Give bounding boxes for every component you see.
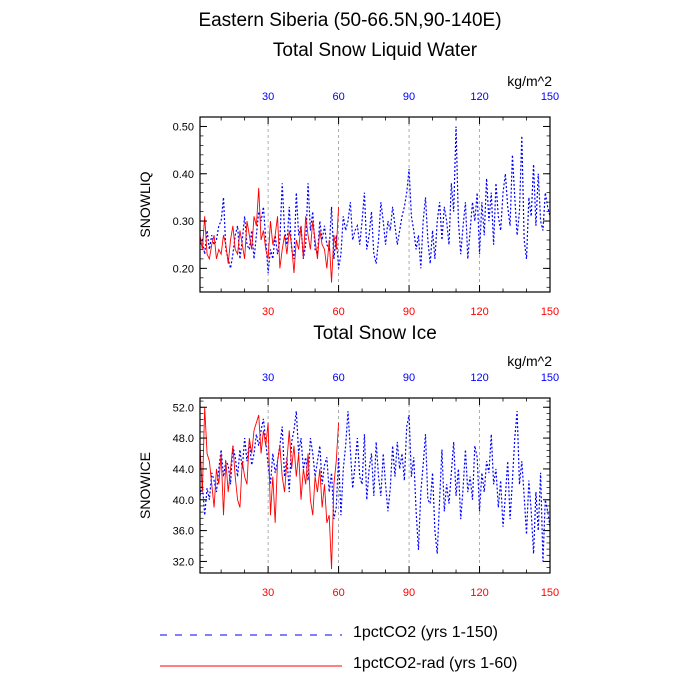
legend-label-series2: 1pctCO2-rad (yrs 1-60) (353, 655, 518, 672)
top-panel-title: Total Snow Liquid Water (272, 40, 478, 61)
figure-title: Eastern Siberia (50-66.5N,90-140E) (198, 10, 502, 31)
bottom-plot-frame (199, 397, 551, 574)
bottom-xtick-label-bottom-90: 90 (403, 587, 415, 599)
top-ytick-label-0: 0.20 (173, 263, 194, 275)
bottom-ytick-label-1: 36.0 (173, 526, 194, 538)
bottom-xtick-label-top-120: 120 (470, 372, 488, 384)
bottom-ytick-label-2: 40.0 (173, 495, 194, 507)
top-ytick-label-1: 0.30 (173, 216, 194, 228)
top-ytick-label-3: 0.50 (173, 121, 194, 133)
top-series-red-line (199, 187, 340, 283)
bottom-ytick-label-5: 52.0 (173, 402, 194, 414)
top-xtick-label-bottom-120: 120 (470, 306, 488, 318)
top-xtick-label-top-60: 60 (332, 91, 344, 103)
bottom-xtick-label-top-90: 90 (403, 372, 415, 384)
bottom-xtick-label-top-150: 150 (541, 372, 559, 384)
bottom-series-red-line (199, 407, 340, 570)
bottom-ytick-label-4: 48.0 (173, 433, 194, 445)
bottom-y-axis-label: SNOWICE (137, 452, 153, 519)
top-xtick-label-bottom-60: 60 (332, 306, 344, 318)
bottom-xtick-label-bottom-120: 120 (470, 587, 488, 599)
bottom-ytick-label-3: 44.0 (173, 464, 194, 476)
bottom-xtick-label-bottom-60: 60 (332, 587, 344, 599)
top-plot-frame (199, 116, 551, 293)
top-xtick-label-top-120: 120 (470, 91, 488, 103)
top-ytick-label-2: 0.40 (173, 169, 194, 181)
top-xtick-label-bottom-150: 150 (541, 306, 559, 318)
top-xtick-label-top-30: 30 (262, 91, 274, 103)
legend-label-series1: 1pctCO2 (yrs 1-150) (353, 624, 498, 641)
top-xtick-label-bottom-30: 30 (262, 306, 274, 318)
bottom-panel-units: kg/m^2 (507, 353, 552, 369)
bottom-xtick-label-bottom-30: 30 (262, 587, 274, 599)
top-y-axis-label: SNOWLIQ (137, 171, 153, 237)
bottom-xtick-label-top-60: 60 (332, 372, 344, 384)
top-xtick-label-bottom-90: 90 (403, 306, 415, 318)
bottom-series-blue-line (199, 411, 551, 562)
top-xtick-label-top-150: 150 (541, 91, 559, 103)
bottom-xtick-label-bottom-150: 150 (541, 587, 559, 599)
bottom-xtick-label-top-30: 30 (262, 372, 274, 384)
bottom-ytick-label-0: 32.0 (173, 556, 194, 568)
bottom-panel-title: Total Snow Ice (313, 323, 437, 344)
top-series-blue-line (199, 126, 551, 274)
top-panel-units: kg/m^2 (507, 73, 552, 89)
top-xtick-label-top-90: 90 (403, 91, 415, 103)
